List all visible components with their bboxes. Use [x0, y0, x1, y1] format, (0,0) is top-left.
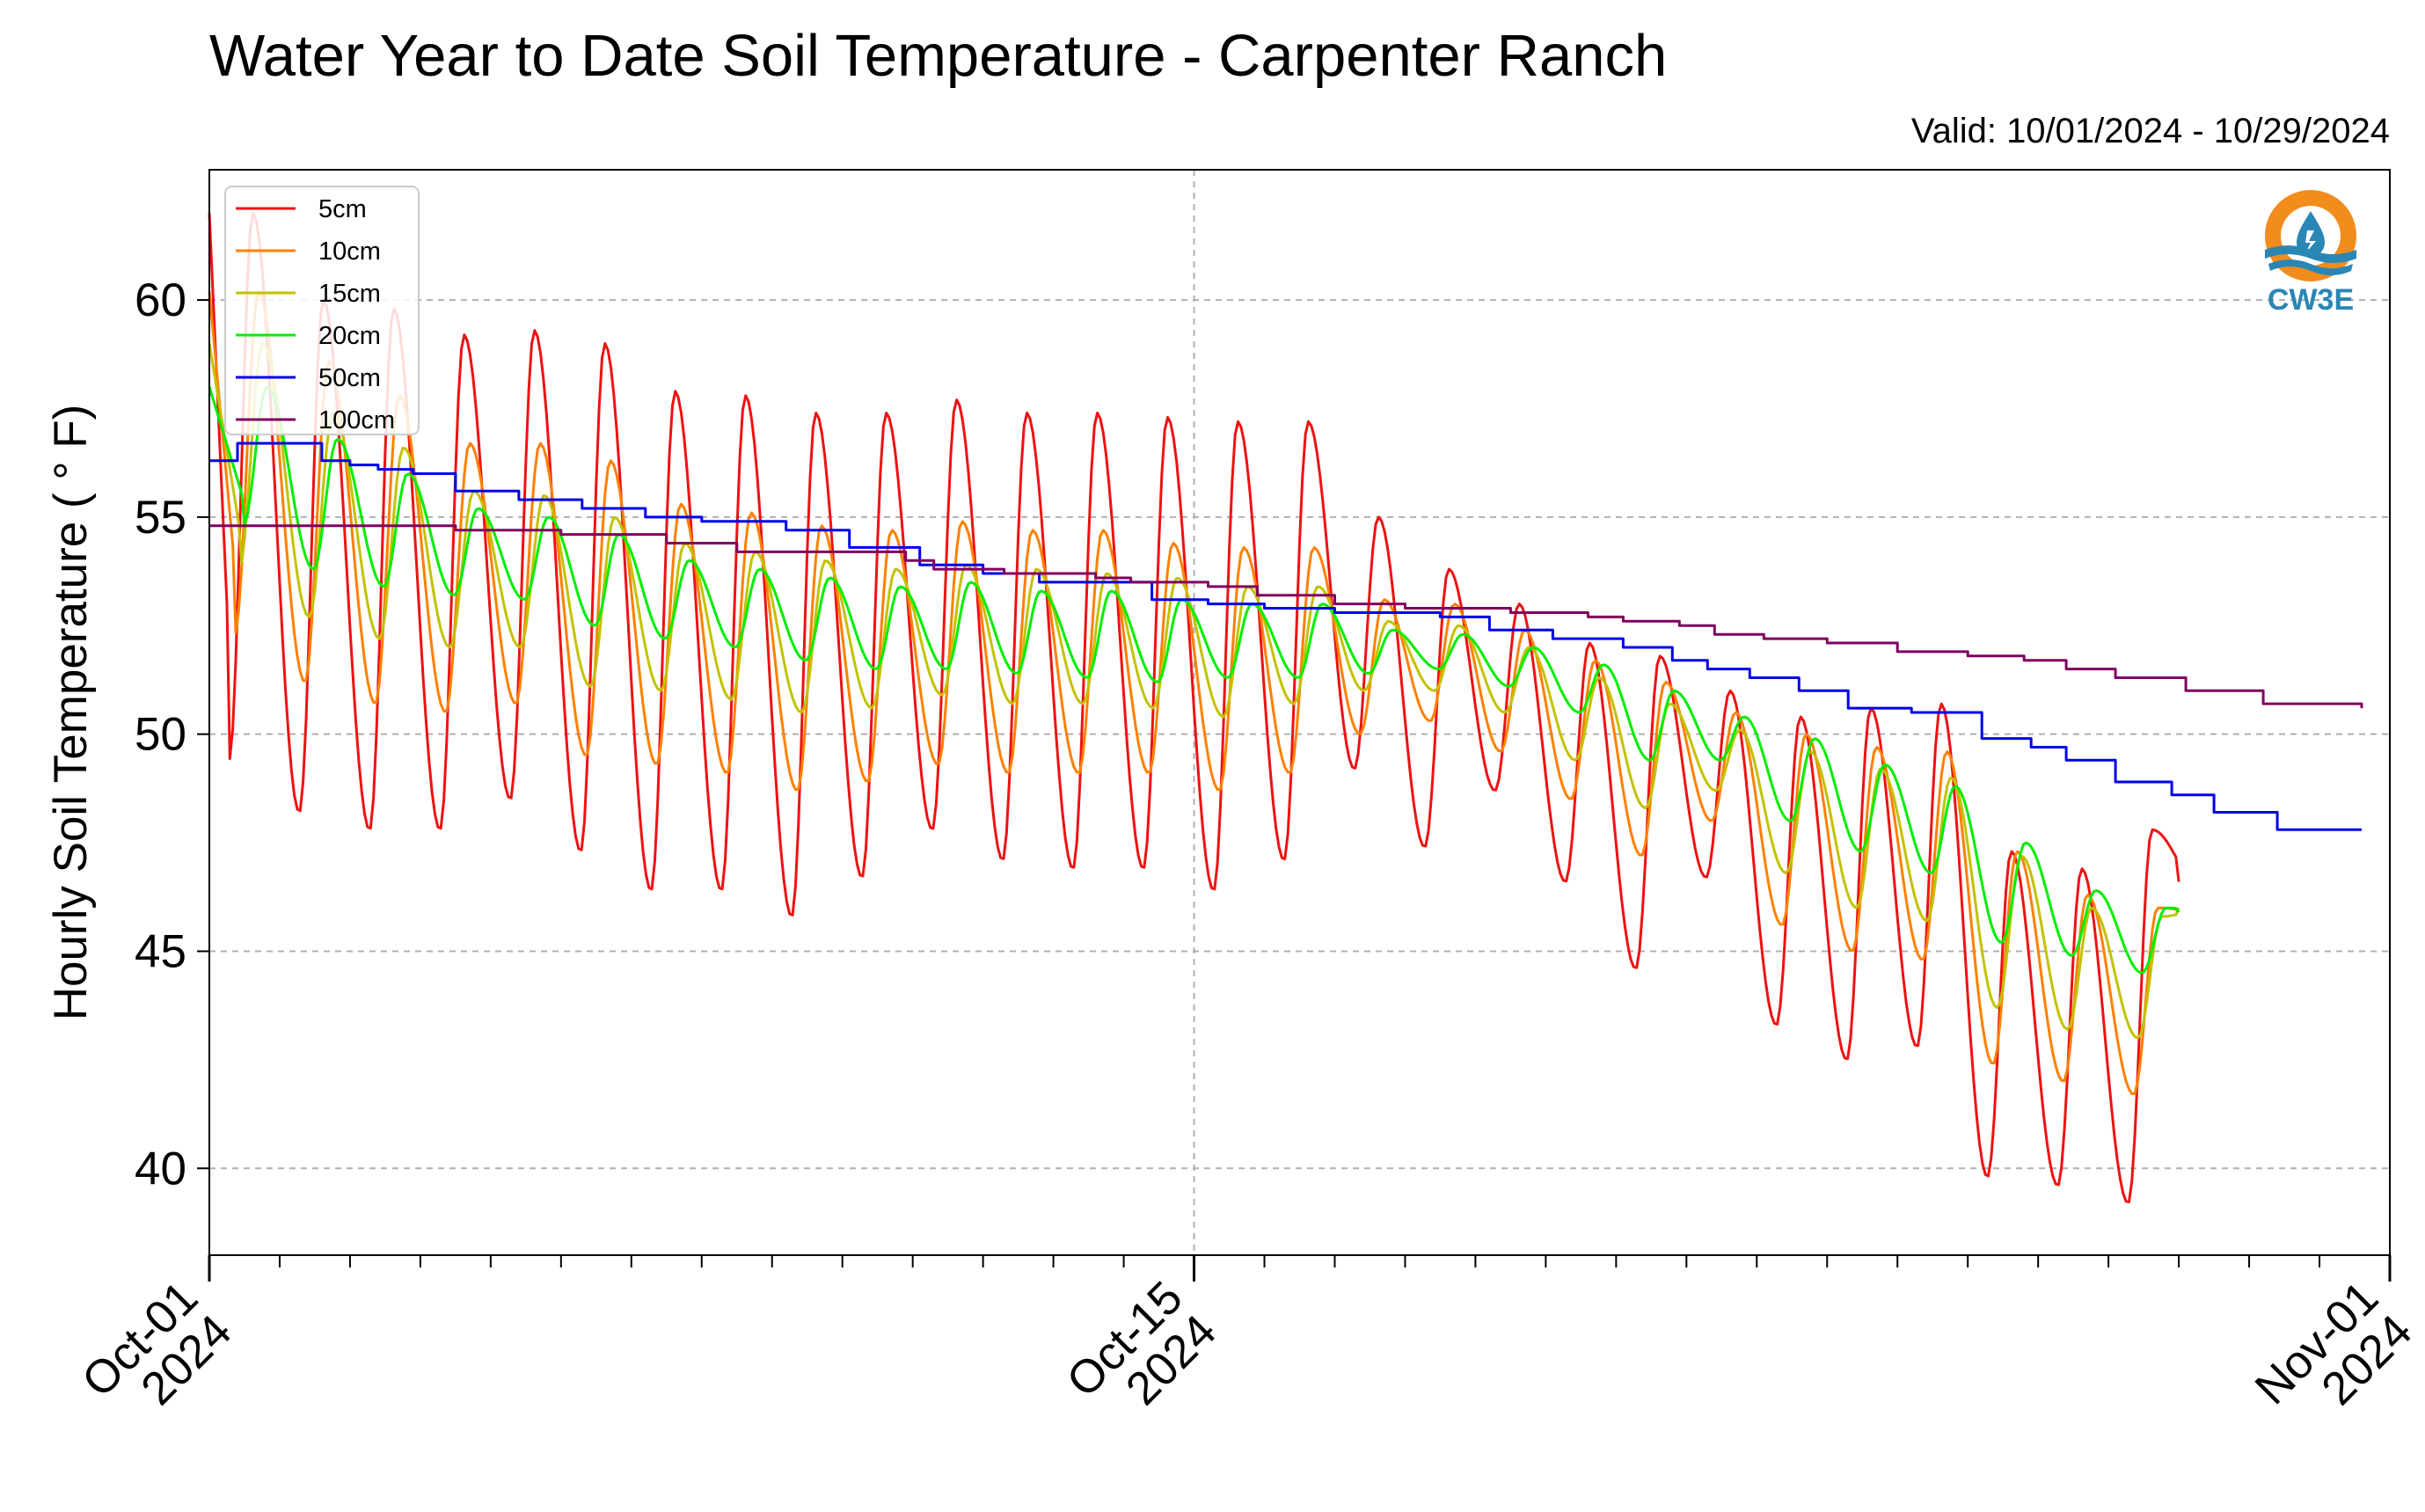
- series-lines: [208, 212, 2363, 1203]
- series-line-5cm: [208, 212, 2180, 1203]
- legend-label-10cm: 10cm: [318, 237, 381, 266]
- series-line-100cm: [209, 524, 2363, 709]
- y-tick-label-45: 45: [135, 925, 186, 977]
- legend-label-100cm: 100cm: [318, 406, 395, 435]
- series-line-50cm: [209, 442, 2362, 831]
- cw3e-logo: CW3E: [2265, 190, 2356, 317]
- legend-label-15cm: 15cm: [318, 280, 381, 308]
- y-tick-label-55: 55: [135, 492, 186, 544]
- chart-title: Water Year to Date Soil Temperature - Ca…: [209, 23, 1667, 89]
- legend-box: [224, 186, 420, 435]
- y-tick-label-40: 40: [135, 1143, 186, 1194]
- series-line-20cm: [208, 385, 2180, 975]
- series-line-15cm: [208, 342, 2180, 1040]
- legend-label-20cm: 20cm: [318, 322, 381, 350]
- legend: 5cm 10cm 15cm 20cm 50cm 100cm: [224, 186, 420, 435]
- logo-text: CW3E: [2268, 283, 2354, 317]
- y-axis-label: Hourly Soil Temperature ( ° F): [45, 405, 97, 1021]
- y-tick-label-60: 60: [135, 274, 186, 326]
- valid-date-range: Valid: 10/01/2024 - 10/29/2024: [1911, 112, 2390, 150]
- legend-label-5cm: 5cm: [318, 195, 367, 223]
- y-axis: 40 45 50 55 60: [135, 274, 209, 1194]
- plot-frame: [208, 169, 2391, 1256]
- y-tick-label-50: 50: [135, 709, 186, 761]
- series-line-10cm: [208, 289, 2180, 1095]
- legend-label-50cm: 50cm: [318, 364, 381, 392]
